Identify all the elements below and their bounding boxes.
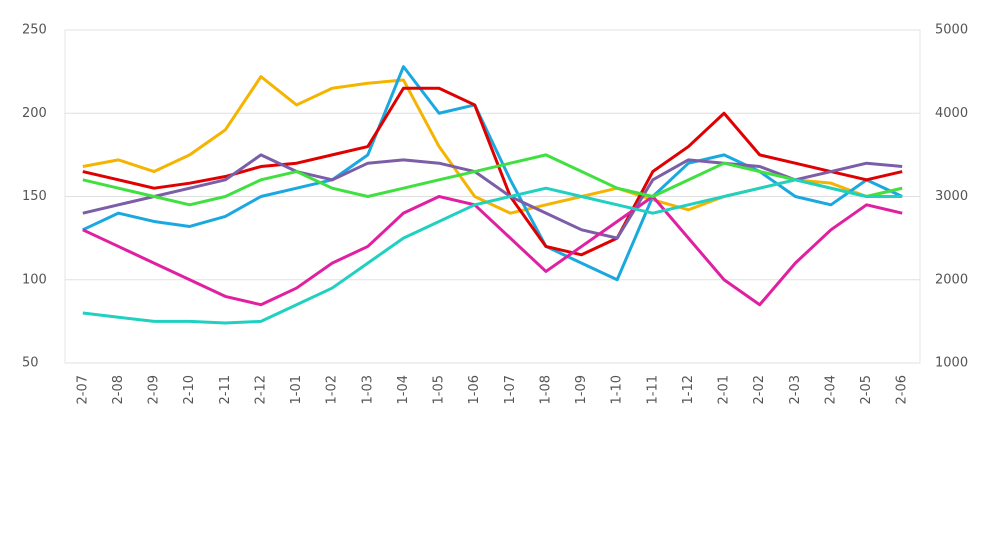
x-tick-label: 1-01 <box>289 375 304 405</box>
x-tick-label: 2-04 <box>823 375 838 405</box>
x-tick-label: 1-10 <box>610 375 625 405</box>
x-tick-label: 1-11 <box>645 375 660 405</box>
x-tick-label: 1-04 <box>396 375 411 405</box>
y-tick-label: 250 <box>22 23 47 38</box>
x-tick-label: 1-08 <box>538 375 553 405</box>
x-tick-label: 2-06 <box>895 375 910 405</box>
x-tick-label: 2-12 <box>253 375 268 405</box>
x-tick-label: 1-05 <box>432 375 447 405</box>
x-tick-label: 2-03 <box>788 375 803 405</box>
y2-tick-label: 5000 <box>935 23 968 38</box>
x-tick-label: 1-02 <box>325 375 340 405</box>
x-tick-label: 2-08 <box>111 375 126 405</box>
x-tick-label: 2-05 <box>859 375 874 405</box>
x-tick-label: 1-03 <box>360 375 375 405</box>
x-tick-label: 2-07 <box>75 375 90 405</box>
x-tick-label: 1-09 <box>574 375 589 405</box>
y2-tick-label: 2000 <box>935 272 968 287</box>
y2-tick-label: 3000 <box>935 189 968 204</box>
y-tick-label: 50 <box>22 356 39 371</box>
y-tick-label: 100 <box>22 272 47 287</box>
y2-tick-label: 4000 <box>935 106 968 121</box>
x-tick-label: 2-09 <box>147 375 162 405</box>
chart: 50 100 150 200 250 1000 2000 3000 4000 5000 2-07 2-… <box>0 0 989 536</box>
x-tick-label: 1-06 <box>467 375 482 405</box>
x-tick-label: 1-12 <box>681 375 696 405</box>
x-tick-label: 2-10 <box>182 375 197 405</box>
y-tick-label: 200 <box>22 106 47 121</box>
y2-tick-label: 1000 <box>935 356 968 371</box>
x-tick-label: 1-07 <box>503 375 518 405</box>
y-tick-label: 150 <box>22 189 47 204</box>
series-line <box>83 197 902 305</box>
x-tick-label: 2-01 <box>717 375 732 405</box>
x-tick-label: 2-02 <box>752 375 767 405</box>
x-tick-label: 2-11 <box>218 375 233 405</box>
